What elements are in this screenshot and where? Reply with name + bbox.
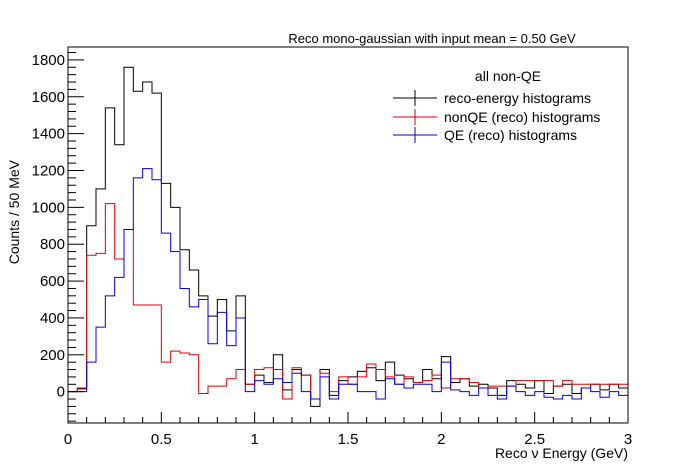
x-tick-label: 2.5 — [524, 431, 545, 448]
legend-label: nonQE (reco) histograms — [444, 109, 600, 125]
series-line-1 — [68, 203, 628, 400]
axes-layer: 0 0.5 1 1.5 2 2.5 3 0 200 400 600 800 1000 1200 1400 16… — [32, 52, 633, 448]
legend-entries: reco-energy histograms nonQE (reco) histo… — [393, 90, 600, 143]
legend-header: all non-QE — [475, 68, 541, 84]
y-tick-label: 600 — [40, 273, 65, 290]
legend: all non-QE reco-energy histograms nonQE (… — [393, 68, 600, 143]
legend-label: reco-energy histograms — [444, 90, 591, 106]
chart-title: Reco mono-gaussian with input mean = 0.5… — [288, 31, 576, 46]
x-tick-label: 0 — [64, 431, 72, 448]
x-tick-label: 2 — [437, 431, 445, 448]
y-tick-label: 1600 — [32, 89, 65, 106]
y-tick-label: 1200 — [32, 162, 65, 179]
y-tick-label: 400 — [40, 310, 65, 327]
series-layer — [68, 66, 628, 407]
y-tick-label: 1800 — [32, 52, 65, 69]
x-tick-label: 3 — [624, 431, 632, 448]
x-tick-label: 1 — [250, 431, 258, 448]
y-tick-label: 1400 — [32, 126, 65, 143]
y-axis-label: Counts / 50 MeV — [6, 159, 22, 264]
legend-label: QE (reco) histograms — [444, 127, 577, 143]
series-line-2 — [68, 168, 628, 400]
y-tick-label: 1000 — [32, 199, 65, 216]
y-tick-label: 800 — [40, 236, 65, 253]
x-tick-label: 1.5 — [338, 431, 359, 448]
x-tick-label: 0.5 — [151, 431, 172, 448]
y-tick-label: 200 — [40, 347, 65, 364]
x-axis-label: Reco ν Energy (GeV) — [495, 445, 628, 461]
y-tick-label: 0 — [57, 384, 65, 401]
